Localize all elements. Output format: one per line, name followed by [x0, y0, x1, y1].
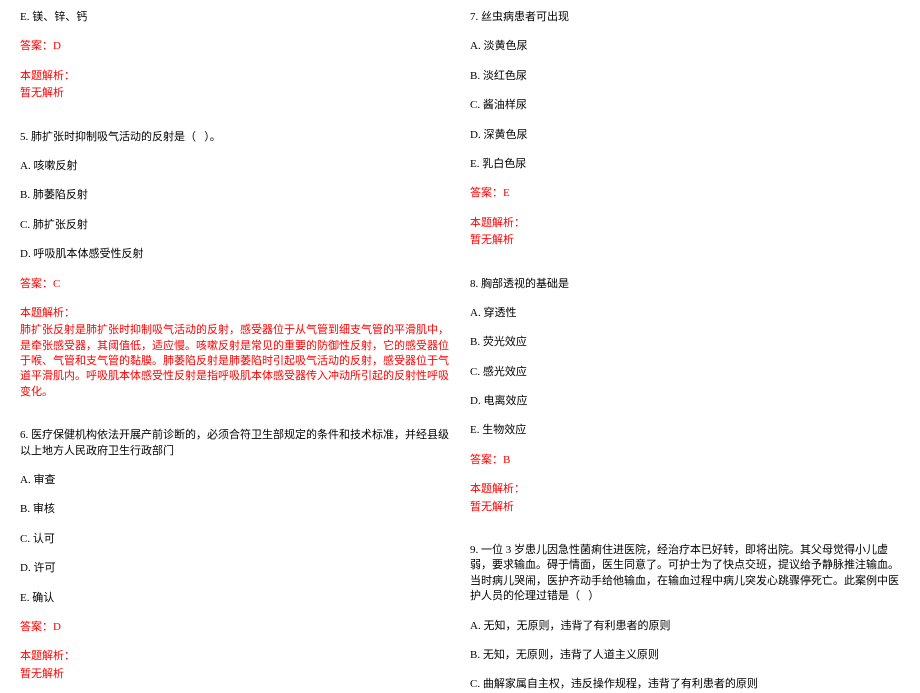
q4-answer: 答案：D	[20, 39, 450, 54]
q5-option-b: B. 肺萎陷反射	[20, 188, 450, 203]
q8-analysis-label: 本题解析：	[470, 482, 900, 497]
q7-option-e: E. 乳白色尿	[470, 157, 900, 172]
q6-option-e: E. 确认	[20, 591, 450, 606]
q5-option-a: A. 咳嗽反射	[20, 159, 450, 174]
q8-option-e: E. 生物效应	[470, 423, 900, 438]
q7-analysis-label: 本题解析：	[470, 216, 900, 231]
q6-stem: 6. 医疗保健机构依法开展产前诊断的，必须合符卫生部规定的条件和技术标准，并经县…	[20, 428, 450, 459]
q4-option-e: E. 镁、锌、钙	[20, 10, 450, 25]
q6-answer: 答案：D	[20, 620, 450, 635]
q5-analysis-label: 本题解析：	[20, 306, 450, 321]
q8-answer: 答案：B	[470, 453, 900, 468]
q8-analysis: 暂无解析	[470, 500, 900, 515]
q5-option-c: C. 肺扩张反射	[20, 218, 450, 233]
q7-option-d: D. 深黄色尿	[470, 128, 900, 143]
q6-option-a: A. 审查	[20, 473, 450, 488]
q7-analysis: 暂无解析	[470, 233, 900, 248]
q7-option-c: C. 酱油样尿	[470, 98, 900, 113]
q7-option-b: B. 淡红色尿	[470, 69, 900, 84]
q5-option-d: D. 呼吸肌本体感受性反射	[20, 247, 450, 262]
left-column: E. 镁、锌、钙 答案：D 本题解析： 暂无解析 5. 肺扩张时抑制吸气活动的反…	[20, 10, 450, 641]
q7-answer: 答案：E	[470, 186, 900, 201]
q6-analysis: 暂无解析	[20, 667, 450, 682]
q4-analysis: 暂无解析	[20, 86, 450, 101]
q5-analysis: 肺扩张反射是肺扩张时抑制吸气活动的反射，感受器位于从气管到细支气管的平滑肌中，是…	[20, 323, 450, 400]
q6-option-c: C. 认可	[20, 532, 450, 547]
q8-option-d: D. 电离效应	[470, 394, 900, 409]
q9-option-c: C. 曲解家属自主权，违反操作规程，违背了有利患者的原则	[470, 677, 900, 692]
q9-stem: 9. 一位 3 岁患儿因急性菌痢住进医院，经治疗本已好转，即将出院。其父母觉得小…	[470, 543, 900, 605]
q7-option-a: A. 淡黄色尿	[470, 39, 900, 54]
q7-stem: 7. 丝虫病患者可出现	[470, 10, 900, 25]
q5-stem: 5. 肺扩张时抑制吸气活动的反射是（ ）。	[20, 130, 450, 145]
q6-analysis-label: 本题解析：	[20, 649, 450, 664]
q8-option-a: A. 穿透性	[470, 306, 900, 321]
q5-answer: 答案：C	[20, 277, 450, 292]
q9-option-b: B. 无知，无原则，违背了人道主义原则	[470, 648, 900, 663]
q8-option-c: C. 感光效应	[470, 365, 900, 380]
q4-analysis-label: 本题解析：	[20, 69, 450, 84]
q9-option-a: A. 无知，无原则，违背了有利患者的原则	[470, 619, 900, 634]
q6-option-d: D. 许可	[20, 561, 450, 576]
q8-option-b: B. 荧光效应	[470, 335, 900, 350]
q8-stem: 8. 胸部透视的基础是	[470, 277, 900, 292]
right-column: 7. 丝虫病患者可出现 A. 淡黄色尿 B. 淡红色尿 C. 酱油样尿 D. 深…	[470, 10, 900, 641]
q6-option-b: B. 审核	[20, 502, 450, 517]
